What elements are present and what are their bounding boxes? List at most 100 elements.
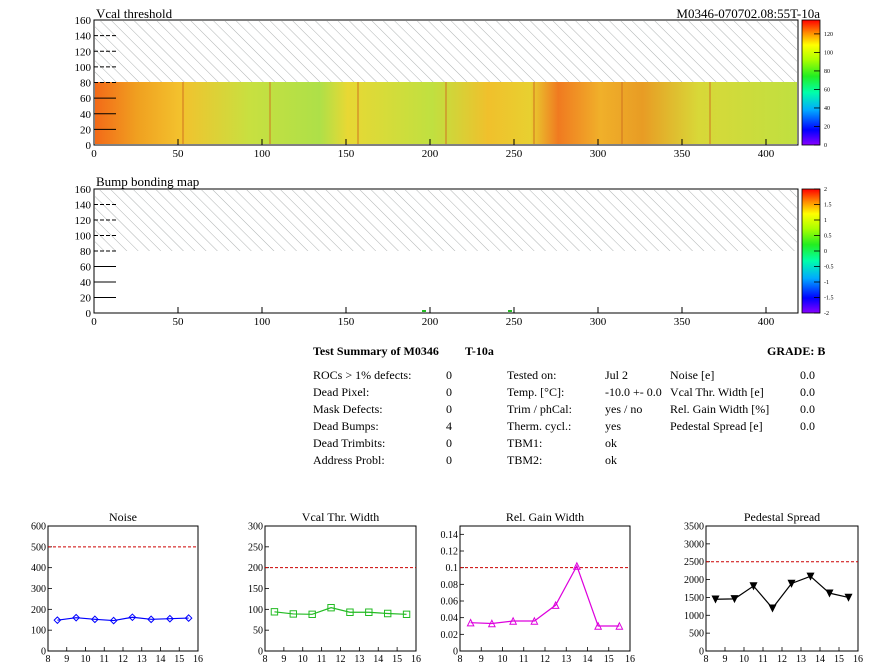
x-tick-label: 11	[519, 654, 529, 665]
x-tick-label: 350	[674, 148, 691, 160]
data-point	[270, 608, 279, 616]
y-tick-label: 60	[80, 93, 92, 105]
y-tick-label: 0.12	[441, 547, 459, 558]
summary-temp-tag: T-10a	[465, 344, 494, 358]
chart-title: Pedestal Spread	[744, 510, 820, 524]
y-tick-label: 0.1	[446, 563, 459, 574]
x-tick-label: 9	[479, 654, 484, 665]
summary-chart: Vcal Thr. Width 8 9 10 11 12 13 14 15 16 0 50 100 150…	[248, 510, 421, 665]
y-tick-label: 200	[31, 605, 46, 616]
colorbar-tick-label: -1	[824, 280, 829, 286]
data-point	[572, 561, 581, 570]
data-point	[615, 621, 624, 630]
x-tick-label: 250	[506, 316, 523, 328]
summary-value: yes	[605, 419, 621, 433]
y-tick-label: 0.14	[441, 530, 459, 541]
summary-label: Address Probl:	[313, 453, 385, 467]
y-tick-label: 3500	[684, 522, 704, 533]
y-tick-label: 0.06	[441, 597, 459, 608]
y-tick-label: 120	[75, 46, 92, 58]
y-tick-label: 200	[248, 563, 263, 574]
summary-value: 0	[446, 436, 452, 450]
map2-hatched-region	[95, 190, 797, 251]
colorbar-tick-label: 1.5	[824, 203, 832, 209]
map2-dead-bump	[422, 310, 426, 312]
map1-hatched-region	[95, 21, 797, 82]
data-point	[128, 613, 137, 622]
summary-value: 0	[446, 368, 452, 382]
data-point	[383, 609, 392, 618]
x-tick-label: 400	[758, 148, 775, 160]
colorbar-tick-label: 1	[824, 218, 827, 224]
x-tick-label: 350	[674, 316, 691, 328]
x-tick-label: 300	[590, 316, 607, 328]
data-point	[768, 604, 777, 613]
summary-label: TBM2:	[507, 453, 543, 467]
x-tick-label: 14	[583, 654, 593, 665]
summary-value: 4	[446, 419, 452, 433]
y-tick-label: 50	[253, 626, 263, 637]
summary-value: Jul 2	[605, 368, 629, 382]
summary-label: Pedestal Spread [e]	[670, 419, 763, 433]
summary-title: Test Summary of M0346	[313, 344, 439, 358]
summary-value: yes / no	[605, 402, 643, 416]
data-point	[346, 608, 354, 616]
data-point	[806, 572, 815, 581]
summary-label: Rel. Gain Width [%]	[670, 402, 770, 416]
x-tick-label: 150	[338, 148, 355, 160]
data-point	[466, 618, 475, 627]
data-point	[530, 616, 539, 625]
grade-label: GRADE: B	[767, 344, 826, 358]
summary-label: Vcal Thr. Width [e]	[670, 385, 764, 399]
vcal-threshold-map: Vcal threshold M0346-070702.08:55T-10a 0…	[75, 6, 834, 160]
x-tick-label: 11	[99, 654, 109, 665]
data-point	[787, 579, 796, 588]
x-tick-label: 200	[422, 316, 439, 328]
x-tick-label: 12	[118, 654, 128, 665]
colorbar-tick-label: 100	[824, 50, 833, 56]
y-tick-label: 60	[80, 262, 92, 274]
y-tick-label: 160	[75, 15, 92, 27]
map1-title: Vcal threshold	[96, 6, 173, 21]
y-tick-label: 100	[248, 605, 263, 616]
x-tick-label: 8	[704, 654, 709, 665]
x-tick-label: 50	[173, 148, 185, 160]
y-tick-label: 300	[31, 584, 46, 595]
summary-label: Noise [e]	[670, 368, 715, 382]
colorbar-tick-label: -0.5	[824, 265, 834, 271]
colorbar-tick-label: -1.5	[824, 296, 834, 302]
map2-dead-bump	[508, 310, 512, 312]
series-line	[470, 564, 620, 627]
y-tick-label: 140	[75, 200, 92, 212]
summary-label: Dead Trimbits:	[313, 436, 386, 450]
y-tick-label: 40	[80, 277, 92, 289]
y-tick-label: 0.04	[441, 613, 459, 624]
data-point	[825, 589, 834, 598]
colorbar-tick-label: 60	[824, 87, 830, 93]
y-tick-label: 150	[248, 584, 263, 595]
x-tick-label: 14	[156, 654, 166, 665]
y-tick-label: 0	[699, 647, 704, 658]
map2-title: Bump bonding map	[96, 174, 199, 189]
y-tick-label: 120	[75, 215, 92, 227]
y-tick-label: 2000	[684, 575, 704, 586]
data-point	[711, 595, 720, 604]
data-point	[184, 614, 193, 622]
summary-label: Tested on:	[507, 368, 557, 382]
summary-value: 0.0	[800, 368, 815, 382]
data-point	[749, 582, 758, 591]
x-tick-label: 16	[625, 654, 635, 665]
y-tick-label: 100	[75, 62, 92, 74]
chart-title: Rel. Gain Width	[506, 510, 584, 524]
y-tick-label: 20	[80, 293, 92, 305]
data-point	[487, 619, 496, 628]
map1-roc-boundaries	[182, 82, 711, 144]
x-tick-label: 100	[254, 316, 271, 328]
x-tick-label: 250	[506, 148, 523, 160]
x-tick-label: 12	[336, 654, 346, 665]
x-tick-label: 10	[81, 654, 91, 665]
data-point	[844, 593, 853, 602]
summary-label: Therm. cycl.:	[507, 419, 572, 433]
map2-axes: 0 50 100 150 200 250 300 350 400 0 20 40 60 80 100 120 1…	[75, 184, 775, 328]
